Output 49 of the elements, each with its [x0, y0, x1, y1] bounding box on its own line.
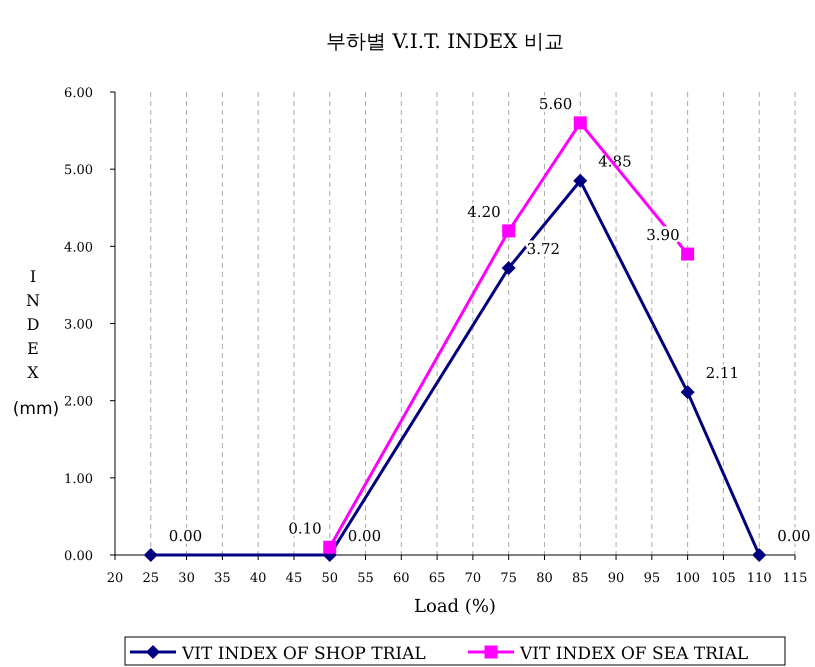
x-tick-label: 100: [675, 571, 700, 586]
chart-title: 부하별 V.I.T. INDEX 비교: [326, 29, 564, 53]
data-label: 4.20: [467, 202, 501, 221]
x-tick-label: 70: [464, 571, 482, 586]
x-tick-label: 95: [644, 571, 660, 586]
x-tick-label: 80: [536, 571, 553, 586]
x-axis-title: Load (%): [414, 596, 496, 617]
y-tick-label: 4.00: [64, 240, 93, 256]
x-tick-label: 75: [500, 571, 517, 586]
y-tick-label: 6.00: [64, 86, 93, 101]
point: [323, 540, 336, 554]
x-tick-label: 90: [608, 571, 624, 586]
point: [502, 260, 516, 275]
x-tick-label: 35: [214, 571, 231, 586]
x-tick-label: 55: [357, 571, 374, 586]
point: [144, 548, 158, 562]
data-label: 0.00: [777, 527, 811, 545]
x-tick-label: 45: [286, 571, 302, 586]
point: [574, 116, 587, 130]
x-tick-label: 85: [572, 571, 589, 586]
y-tick-label: 2.00: [64, 394, 93, 410]
y-tick-label: 1.00: [64, 472, 93, 487]
legend-label: VIT INDEX OF SEA TRIAL: [519, 644, 748, 664]
data-label: 2.11: [706, 364, 740, 382]
x-tick-label: 30: [178, 571, 195, 586]
data-label: 0.10: [288, 519, 322, 538]
x-tick-label: 25: [142, 571, 160, 586]
y-tick-label: 5.00: [64, 163, 93, 178]
point: [573, 174, 588, 188]
x-tick-label: 60: [393, 571, 410, 586]
x-tick-label: 40: [250, 571, 266, 586]
y-tick-label: 0.00: [64, 549, 93, 564]
data-label: 3.72: [526, 240, 560, 258]
point: [502, 224, 516, 238]
y-axis-title: INDEX (mm): [12, 267, 60, 419]
data-label: 0.00: [168, 527, 202, 545]
x-tick-label: 115: [782, 571, 808, 586]
x-tick-label: 110: [746, 571, 772, 586]
data-label: 0.00: [348, 527, 382, 545]
y-tick-label: 3.00: [64, 318, 93, 332]
point: [752, 548, 766, 562]
x-tick-label: 50: [321, 571, 338, 586]
point: [680, 385, 695, 400]
point: [681, 248, 694, 261]
legend-label: VIT INDEX OF SHOP TRIAL: [181, 644, 426, 664]
data-label: 5.60: [538, 94, 572, 113]
x-tick-label: 20: [106, 571, 124, 586]
x-tick-label: 65: [428, 571, 446, 586]
x-tick-label: 105: [711, 571, 736, 586]
